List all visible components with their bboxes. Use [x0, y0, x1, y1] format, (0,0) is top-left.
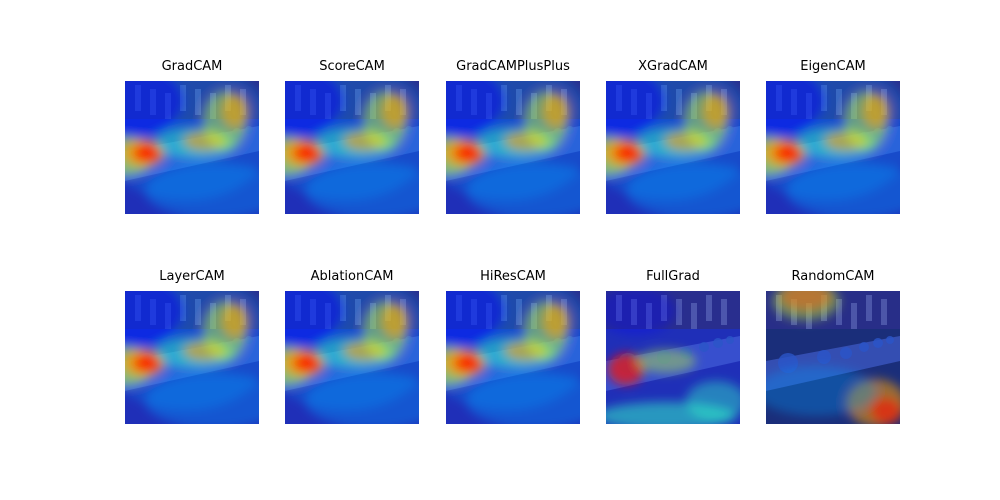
panel-title: FullGrad — [646, 269, 700, 284]
heatmap-image — [766, 81, 900, 214]
panel-title: XGradCAM — [638, 59, 708, 74]
heatmap-image — [606, 81, 740, 214]
heatmap-image — [285, 291, 419, 424]
panel-title: ScoreCAM — [319, 59, 385, 74]
heatmap-image — [766, 291, 900, 424]
panel-title: HiResCAM — [480, 269, 546, 284]
panel-title: RandomCAM — [791, 269, 875, 284]
panel-title: LayerCAM — [159, 269, 225, 284]
heatmap-image — [446, 81, 580, 214]
heatmap-image — [606, 291, 740, 424]
panel-title: GradCAM — [161, 59, 223, 74]
panel-title: GradCAMPlusPlus — [456, 59, 570, 74]
heatmap-image — [285, 81, 419, 214]
heatmap-image — [125, 291, 259, 424]
panel-title: AblationCAM — [310, 269, 394, 284]
heatmap-image — [446, 291, 580, 424]
panel-title: EigenCAM — [800, 59, 866, 74]
heatmap-image — [125, 81, 259, 214]
